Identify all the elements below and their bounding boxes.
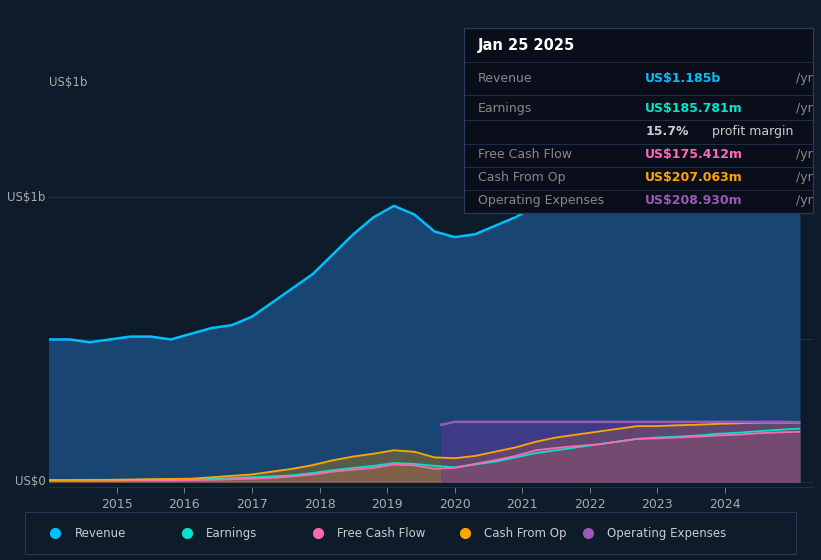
Text: Free Cash Flow: Free Cash Flow — [478, 148, 571, 161]
Text: Revenue: Revenue — [75, 527, 126, 540]
Text: 15.7%: 15.7% — [645, 125, 689, 138]
Text: Operating Expenses: Operating Expenses — [608, 527, 727, 540]
Text: /yr: /yr — [791, 194, 813, 207]
Text: /yr: /yr — [791, 102, 813, 115]
Text: /yr: /yr — [791, 72, 813, 85]
Text: US$208.930m: US$208.930m — [645, 194, 743, 207]
Text: US$0: US$0 — [15, 475, 45, 488]
Text: Cash From Op: Cash From Op — [484, 527, 566, 540]
Text: Operating Expenses: Operating Expenses — [478, 194, 604, 207]
Text: /yr: /yr — [791, 171, 813, 184]
Text: Revenue: Revenue — [478, 72, 533, 85]
Text: Earnings: Earnings — [206, 527, 257, 540]
Text: profit margin: profit margin — [708, 125, 793, 138]
Text: Free Cash Flow: Free Cash Flow — [337, 527, 425, 540]
Text: Cash From Op: Cash From Op — [478, 171, 566, 184]
Text: /yr: /yr — [791, 148, 813, 161]
Text: US$1b: US$1b — [49, 76, 88, 89]
Text: US$1b: US$1b — [7, 191, 45, 204]
Text: US$1.185b: US$1.185b — [645, 72, 722, 85]
Text: Jan 25 2025: Jan 25 2025 — [478, 38, 575, 53]
Text: US$185.781m: US$185.781m — [645, 102, 743, 115]
Text: US$175.412m: US$175.412m — [645, 148, 743, 161]
Text: Earnings: Earnings — [478, 102, 532, 115]
Text: US$207.063m: US$207.063m — [645, 171, 743, 184]
